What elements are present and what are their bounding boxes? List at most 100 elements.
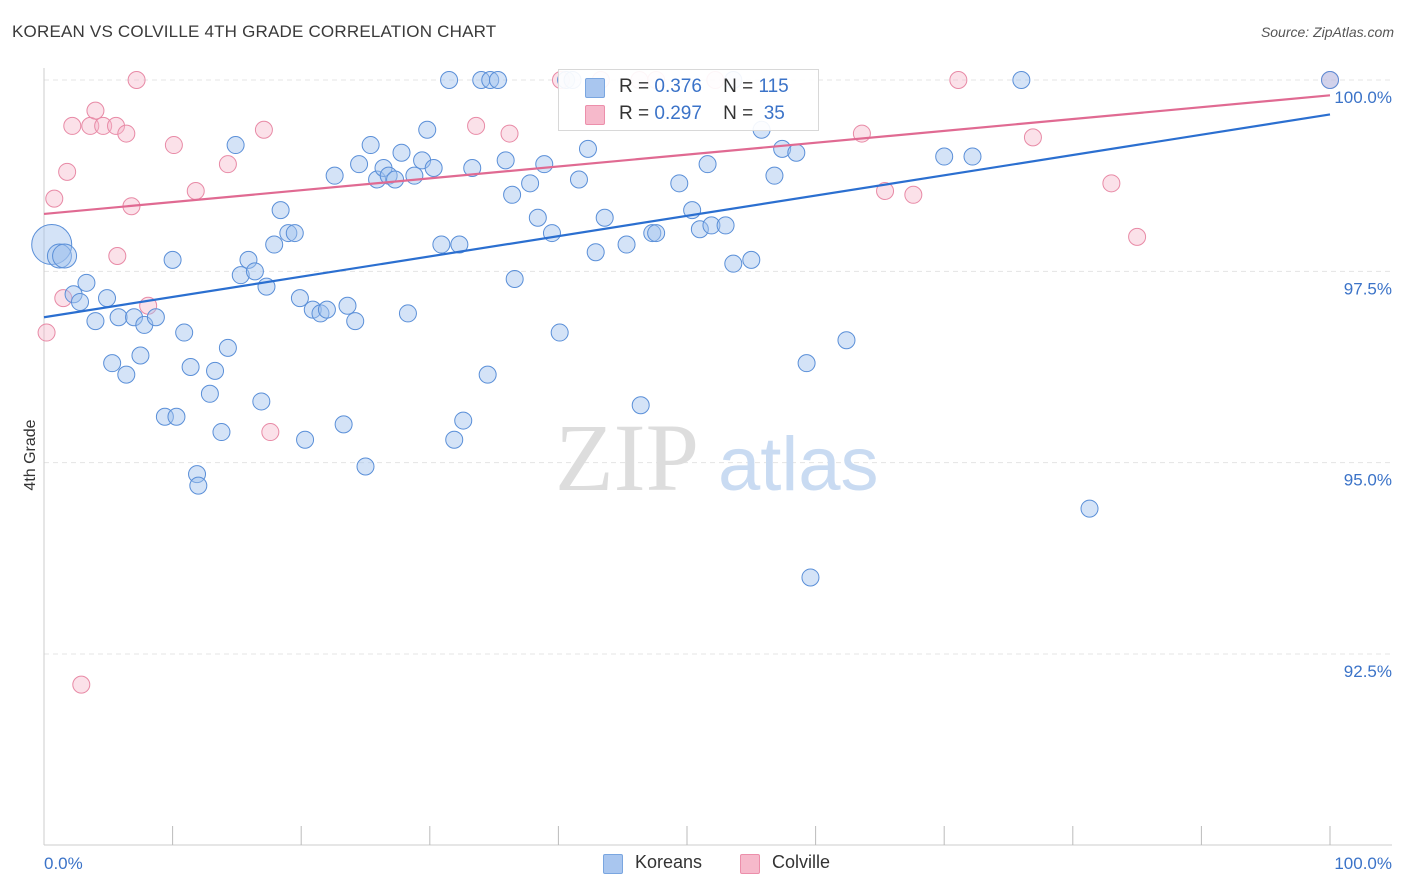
korean-point xyxy=(252,392,271,411)
colville-point xyxy=(127,71,146,89)
korean-point xyxy=(631,396,650,415)
korean-point xyxy=(212,423,231,442)
korean-point xyxy=(690,220,709,239)
korean-point xyxy=(392,143,411,162)
colville-point xyxy=(467,116,486,135)
korean-point xyxy=(98,289,117,308)
colville-point xyxy=(1128,227,1147,246)
korean-point xyxy=(163,250,182,269)
korean-point xyxy=(296,430,315,449)
trend-lines xyxy=(43,94,1331,319)
colville-point xyxy=(164,136,183,155)
series-legend: Koreans Colville xyxy=(0,852,1406,876)
colville-swatch xyxy=(585,105,605,125)
colville-point xyxy=(218,155,237,174)
korean-point xyxy=(578,139,597,158)
legend-r-value: 0.376 xyxy=(654,76,702,97)
korean-point xyxy=(86,312,105,331)
korean-point xyxy=(569,170,588,189)
colville-point xyxy=(254,120,273,139)
korean-point xyxy=(71,292,90,311)
korean-point xyxy=(361,136,380,155)
korean-point xyxy=(200,384,219,403)
korean-point xyxy=(797,354,816,373)
korean-point xyxy=(31,224,73,266)
korean-point xyxy=(239,250,258,269)
colville-point xyxy=(261,423,280,442)
colville-point xyxy=(108,247,127,266)
legend-n-label: N = xyxy=(723,76,754,97)
y-tick-label: 95.0% xyxy=(1344,471,1392,490)
korean-point xyxy=(1321,71,1339,89)
korean-point xyxy=(325,166,344,185)
y-tick-label: 97.5% xyxy=(1344,279,1392,298)
korean-point xyxy=(505,269,524,288)
korean-point xyxy=(765,166,784,185)
korean-point xyxy=(226,136,245,155)
korean-point xyxy=(346,312,365,331)
legend-r-label: R = xyxy=(619,76,650,97)
korean-point xyxy=(724,254,743,273)
korean-point xyxy=(398,304,417,323)
korean-point xyxy=(424,159,443,178)
korean-point xyxy=(478,365,497,384)
korean-point xyxy=(935,147,954,166)
korean-point xyxy=(702,216,721,235)
korean-point xyxy=(521,174,540,193)
source-label: Source: ZipAtlas.com xyxy=(1260,24,1394,40)
colville-point xyxy=(54,289,73,308)
legend-n-value: 115 xyxy=(758,76,789,97)
colville-point xyxy=(949,71,968,89)
korean-point xyxy=(386,170,405,189)
korean-point xyxy=(670,174,689,193)
koreans-swatch xyxy=(585,78,605,98)
korean-point xyxy=(181,358,200,376)
korean-point xyxy=(356,457,375,476)
korean-point xyxy=(405,166,424,185)
colville-points xyxy=(37,71,1339,694)
chart-title: KOREAN VS COLVILLE 4TH GRADE CORRELATION… xyxy=(12,22,497,41)
grid-lines xyxy=(44,79,1392,655)
korean-point xyxy=(787,143,806,162)
korean-point xyxy=(338,296,357,315)
stats-legend: R = 0.376 N = 115 R = 0.297 N = 35 xyxy=(558,69,819,131)
colville-point xyxy=(876,181,895,200)
korean-point xyxy=(290,289,309,308)
korean-point xyxy=(131,346,150,365)
korean-point xyxy=(617,235,636,254)
y-tick-label: 100.0% xyxy=(1334,88,1392,107)
korean-point xyxy=(64,285,83,304)
korean-point xyxy=(432,235,451,254)
korean-point xyxy=(481,71,500,89)
korean-point xyxy=(595,208,614,227)
colville-point xyxy=(107,116,126,135)
korean-point xyxy=(103,354,122,373)
korean-point xyxy=(334,415,353,434)
korean-point xyxy=(463,159,482,178)
legend-n-value: 35 xyxy=(763,103,785,124)
korean-point xyxy=(285,224,304,243)
korean-point xyxy=(279,224,298,243)
legend-label-colville: Colville xyxy=(772,852,831,872)
korean-point xyxy=(801,568,820,587)
colville-point xyxy=(45,189,64,208)
y-axis-label: 4th Grade xyxy=(22,419,39,490)
colville-point xyxy=(1023,128,1042,147)
korean-point xyxy=(117,365,136,384)
colville-point xyxy=(63,116,82,135)
korean-point xyxy=(245,262,264,281)
colville-swatch xyxy=(740,854,760,874)
korean-point xyxy=(837,331,856,350)
korean-point xyxy=(188,465,207,484)
korean-point xyxy=(206,361,225,380)
korean-point xyxy=(418,120,437,139)
korean-trend-line xyxy=(43,113,1331,319)
korean-point xyxy=(647,224,666,243)
colville-point xyxy=(186,181,205,200)
korean-point xyxy=(698,155,717,174)
korean-point xyxy=(716,216,735,235)
legend-n-label: N = xyxy=(723,103,754,124)
korean-point xyxy=(550,323,569,342)
korean-point xyxy=(271,201,290,220)
